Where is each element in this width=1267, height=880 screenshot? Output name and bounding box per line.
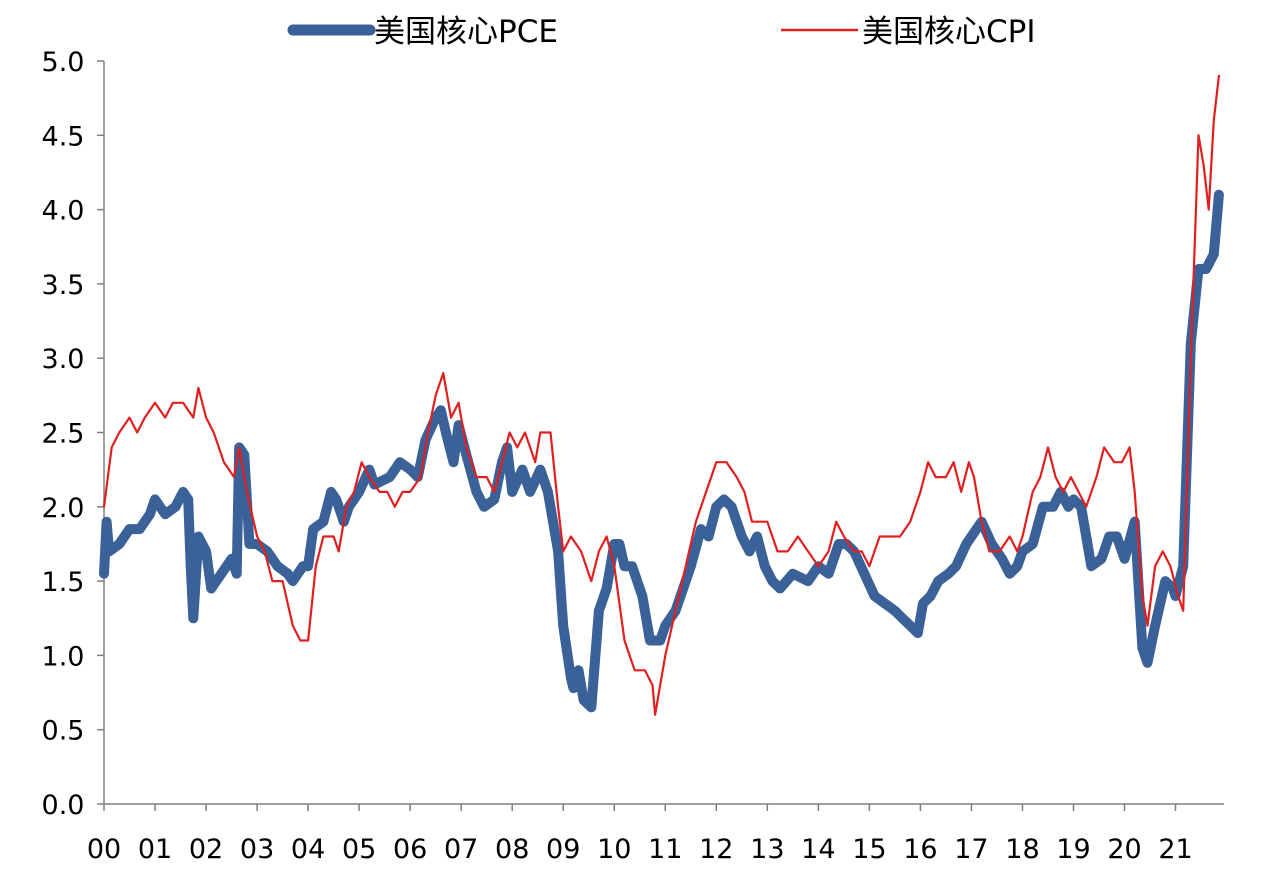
x-tick-label: 05 [342,834,376,865]
legend-label-cpi: 美国核心CPI [862,14,1035,50]
y-tick-label: 1.0 [42,641,85,672]
x-tick-label: 20 [1107,834,1141,865]
x-tick-label: 04 [291,834,325,865]
series-layer [99,74,1224,716]
series-line-cpi [102,74,1221,716]
y-tick-label: 3.0 [42,344,85,375]
x-tick-label: 15 [852,834,886,865]
y-tick-label: 3.5 [42,270,85,301]
legend: 美国核心PCE 美国核心CPI [287,14,1035,50]
x-tick-label: 09 [546,834,580,865]
x-tick-label: 03 [240,834,274,865]
x-tick-label: 02 [189,834,223,865]
x-tick-label: 19 [1056,834,1090,865]
series-line-pce [99,189,1224,713]
x-tick-label: 18 [1005,834,1039,865]
x-tick-label: 14 [801,834,835,865]
y-tick-label: 4.5 [42,121,85,152]
x-tick-label: 07 [444,834,478,865]
x-tick-label: 08 [495,834,529,865]
y-tick-label: 1.5 [42,567,85,598]
y-tick-label: 0.0 [42,790,85,821]
x-tick-label: 06 [393,834,427,865]
x-tick-label: 11 [648,834,682,865]
x-tick-label: 16 [903,834,937,865]
x-axis: 00 01 02 03 04 05 06 07 08 09 10 11 12 13 14 15 16 17 18 19… [87,803,1224,865]
y-tick-label: 0.5 [42,716,85,747]
legend-label-pce: 美国核心PCE [374,14,558,50]
x-tick-label: 17 [954,834,988,865]
y-axis: 0.0 0.5 1.0 1.5 2.0 2.5 3.0 3.5 4.0 4.5 5.0 [42,47,105,821]
x-tick-label: 21 [1158,834,1192,865]
y-tick-label: 2.5 [42,419,85,450]
x-tick-label: 12 [699,834,733,865]
x-tick-label: 10 [597,834,631,865]
y-tick-label: 2.0 [42,493,85,524]
y-tick-label: 5.0 [42,47,85,78]
x-tick-label: 01 [138,834,172,865]
x-tick-label: 00 [87,834,121,865]
y-tick-label: 4.0 [42,196,85,227]
x-tick-label: 13 [750,834,784,865]
